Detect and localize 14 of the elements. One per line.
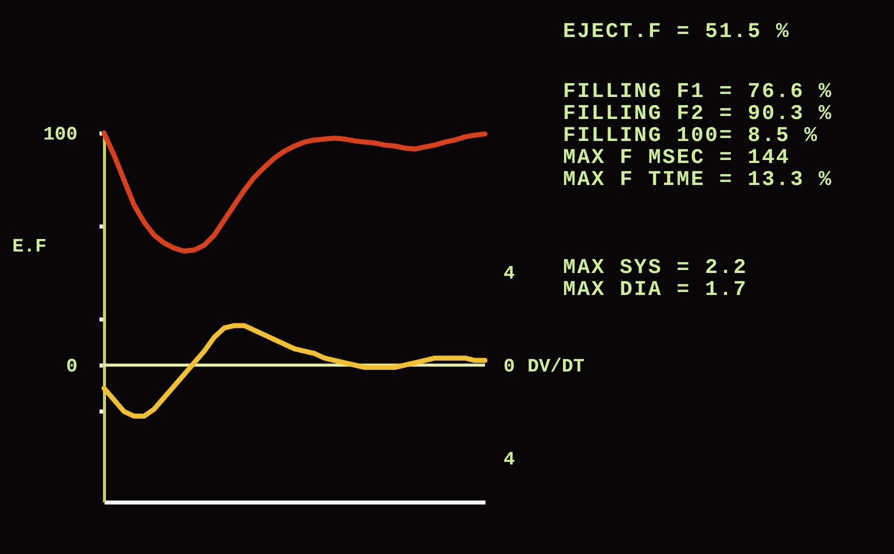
text: EJECT.F = 51.5 % bbox=[563, 21, 790, 44]
y2-tick-label: 4 bbox=[504, 448, 515, 470]
text: FILLING F2 = 90.3 % bbox=[563, 103, 833, 126]
text: FILLING F1 = 76.6 % bbox=[563, 81, 833, 104]
y2-axis-title: DV/DT bbox=[528, 356, 585, 378]
y-tick-label: 100 bbox=[43, 124, 78, 146]
y2-tick-label: 0 bbox=[504, 356, 515, 378]
text: MAX DIA = 1.7 bbox=[563, 279, 748, 302]
y2-tick-label: 4 bbox=[504, 262, 515, 285]
text: MAX F MSEC = 144 bbox=[563, 147, 790, 170]
text: FILLING 100= 8.5 % bbox=[563, 125, 819, 148]
y-axis-title: E.F bbox=[12, 236, 46, 258]
text: MAX SYS = 2.2 bbox=[563, 257, 748, 280]
text: MAX F TIME = 13.3 % bbox=[563, 169, 833, 192]
